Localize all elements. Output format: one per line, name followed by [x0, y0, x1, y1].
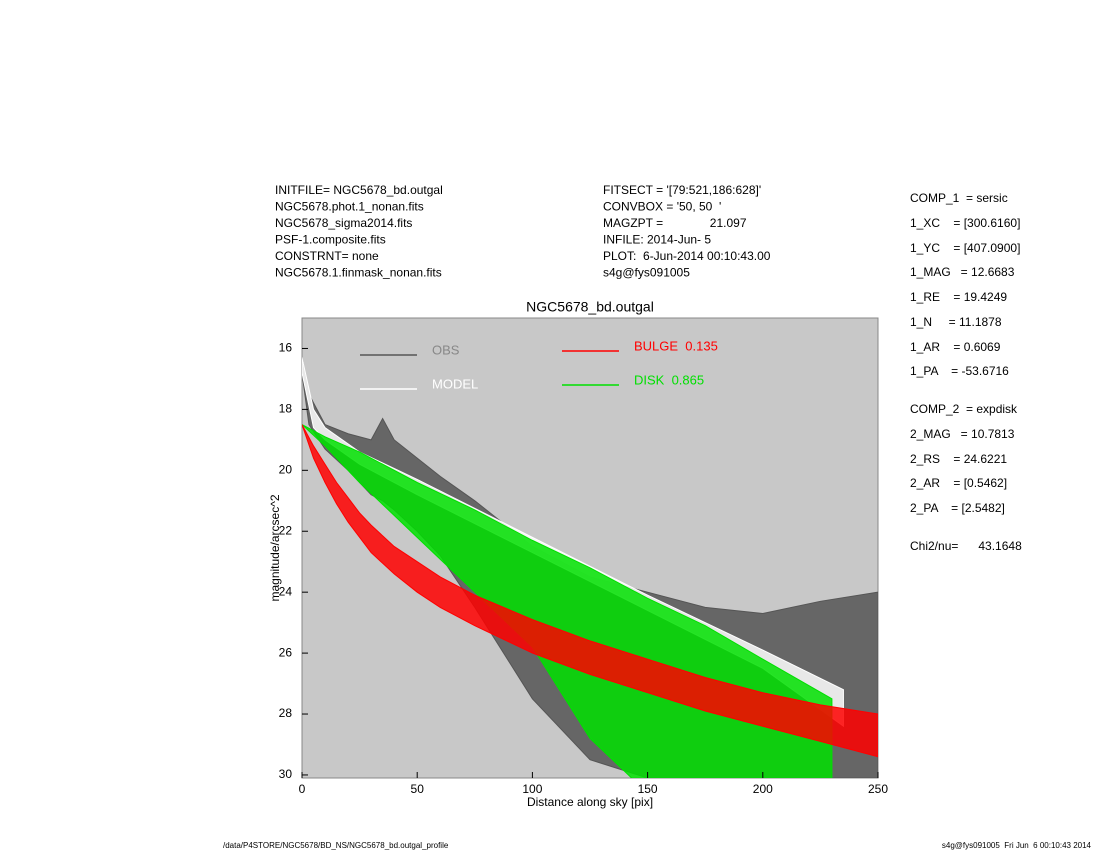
fit-parameter: 1_AR = 0.6069 — [910, 340, 1001, 354]
legend-label: BULGE 0.135 — [634, 338, 718, 353]
header-text: FITSECT = '[79:521,186:628]' — [603, 183, 761, 197]
header-text: NGC5678_sigma2014.fits — [275, 216, 412, 230]
x-tick-label: 200 — [753, 782, 773, 796]
x-tick-label: 250 — [868, 782, 888, 796]
header-text: CONSTRNT= none — [275, 249, 379, 263]
fit-parameter: 2_AR = [0.5462] — [910, 476, 1007, 490]
header-text: s4g@fys091005 — [603, 266, 690, 280]
x-tick-label: 50 — [411, 782, 425, 796]
y-tick-label: 20 — [279, 462, 293, 476]
fit-parameter: Chi2/nu= 43.1648 — [910, 539, 1022, 553]
fit-parameter: 1_XC = [300.6160] — [910, 216, 1020, 230]
y-tick-label: 16 — [279, 341, 293, 355]
fit-parameter: 1_MAG = 12.6683 — [910, 265, 1015, 279]
x-tick-label: 0 — [299, 782, 306, 796]
x-axis-label: Distance along sky [pix] — [527, 795, 653, 809]
footer-right: s4g@fys091005 Fri Jun 6 00:10:43 2014 — [942, 841, 1092, 850]
fit-parameter: 2_MAG = 10.7813 — [910, 427, 1015, 441]
legend-label: DISK 0.865 — [634, 372, 704, 387]
y-axis-label: magnitude/arcsec^2 — [268, 494, 282, 601]
x-tick-label: 150 — [638, 782, 658, 796]
fit-parameter: 2_RS = 24.6221 — [910, 452, 1007, 466]
legend-label: MODEL — [432, 376, 478, 391]
fit-parameter: 1_PA = -53.6716 — [910, 364, 1009, 378]
fit-parameter: COMP_2 = expdisk — [910, 402, 1018, 416]
fit-parameter: 1_N = 11.1878 — [910, 315, 1002, 329]
y-tick-label: 18 — [279, 402, 293, 416]
header-text: PSF-1.composite.fits — [275, 233, 386, 247]
y-tick-label: 22 — [279, 523, 293, 537]
chart-title: NGC5678_bd.outgal — [526, 299, 654, 315]
y-tick-label: 28 — [279, 706, 293, 720]
header-text: CONVBOX = '50, 50 ' — [603, 200, 721, 214]
y-tick-label: 26 — [279, 645, 293, 659]
fit-parameter: 1_YC = [407.0900] — [910, 241, 1020, 255]
header-text: NGC5678.phot.1_nonan.fits — [275, 200, 424, 214]
header-text: INITFILE= NGC5678_bd.outgal — [275, 183, 443, 197]
x-tick-label: 100 — [522, 782, 542, 796]
footer-left: /data/P4STORE/NGC5678/BD_NS/NGC5678_bd.o… — [223, 841, 449, 850]
header-text: INFILE: 2014-Jun- 5 — [603, 233, 711, 247]
header-text: PLOT: 6-Jun-2014 00:10:43.00 — [603, 249, 771, 263]
header-text: NGC5678.1.finmask_nonan.fits — [275, 266, 442, 280]
band — [302, 424, 878, 758]
header-text: MAGZPT = 21.097 — [603, 216, 747, 230]
y-tick-label: 24 — [279, 584, 293, 598]
fit-parameter: 1_RE = 19.4249 — [910, 290, 1007, 304]
legend-label: OBS — [432, 342, 460, 357]
fit-parameter: 2_PA = [2.5482] — [910, 501, 1005, 515]
bands — [302, 357, 878, 778]
y-tick-label: 30 — [279, 767, 293, 781]
fit-parameter: COMP_1 = sersic — [910, 191, 1008, 205]
